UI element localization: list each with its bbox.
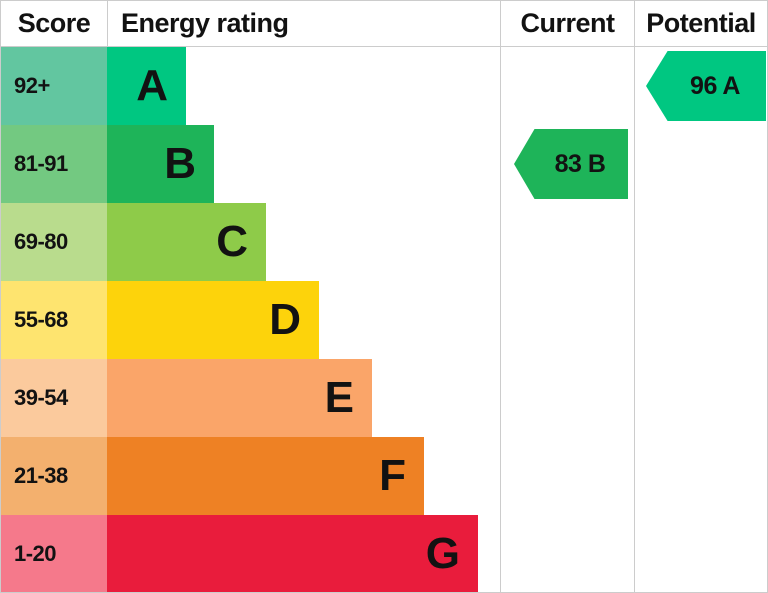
potential-marker-label: 96 A: [690, 71, 740, 100]
score-range-label: 39-54: [14, 385, 68, 410]
current-cell: [500, 203, 634, 281]
rating-bar: B: [107, 125, 214, 203]
rating-bar: D: [107, 281, 319, 359]
rating-letter: E: [324, 373, 354, 422]
band-row: 69-80 C: [1, 203, 767, 281]
score-range-label: 81-91: [14, 151, 68, 176]
header-score: Score: [1, 1, 108, 46]
score-cell: 55-68: [1, 281, 107, 359]
rating-bar: E: [107, 359, 372, 437]
rating-letter: G: [425, 529, 460, 578]
chart-body: 92+ A 96 A 81-91 B 83 B 69-80 C: [1, 47, 767, 592]
energy-rating-area: B: [107, 125, 500, 203]
score-cell: 92+: [1, 47, 107, 125]
score-cell: 81-91: [1, 125, 107, 203]
rating-letter: B: [164, 139, 196, 188]
band-row: 1-20 G: [1, 515, 767, 592]
current-cell: [500, 515, 634, 592]
potential-marker-arrow: 96 A: [646, 51, 766, 121]
rating-bar: G: [107, 515, 478, 592]
band-row: 92+ A 96 A: [1, 47, 767, 125]
energy-rating-area: D: [107, 281, 500, 359]
energy-rating-area: C: [107, 203, 500, 281]
rating-bar: F: [107, 437, 424, 515]
score-cell: 39-54: [1, 359, 107, 437]
potential-cell: 96 A: [634, 47, 767, 125]
current-cell: [500, 47, 634, 125]
potential-cell: [634, 281, 767, 359]
current-cell: [500, 359, 634, 437]
rating-letter: F: [379, 451, 406, 500]
current-marker-label: 83 B: [554, 149, 606, 178]
energy-rating-area: A: [107, 47, 500, 125]
rating-letter: A: [136, 61, 168, 110]
score-cell: 69-80: [1, 203, 107, 281]
chart-header: Score Energy rating Current Potential: [1, 1, 767, 47]
score-range-label: 55-68: [14, 307, 68, 332]
potential-cell: [634, 359, 767, 437]
rating-bar: A: [107, 47, 186, 125]
potential-cell: [634, 515, 767, 592]
potential-cell: [634, 203, 767, 281]
header-current: Current: [500, 1, 634, 46]
score-range-label: 69-80: [14, 229, 68, 254]
band-row: 81-91 B 83 B: [1, 125, 767, 203]
header-energy-rating: Energy rating: [121, 8, 289, 38]
current-cell: [500, 437, 634, 515]
potential-cell: [634, 437, 767, 515]
rating-bar: C: [107, 203, 266, 281]
score-cell: 1-20: [1, 515, 107, 592]
score-range-label: 1-20: [14, 541, 57, 566]
energy-rating-area: G: [107, 515, 500, 592]
energy-rating-area: E: [107, 359, 500, 437]
potential-cell: [634, 125, 767, 203]
score-range-label: 21-38: [14, 463, 68, 488]
band-row: 55-68 D: [1, 281, 767, 359]
rating-letter: C: [216, 217, 248, 266]
band-row: 39-54 E: [1, 359, 767, 437]
energy-rating-area: F: [107, 437, 500, 515]
current-cell: [500, 281, 634, 359]
score-cell: 21-38: [1, 437, 107, 515]
rating-letter: D: [269, 295, 301, 344]
score-range-label: 92+: [14, 73, 50, 98]
band-row: 21-38 F: [1, 437, 767, 515]
current-marker-arrow: 83 B: [514, 129, 628, 199]
current-cell: 83 B: [500, 125, 634, 203]
header-potential: Potential: [634, 1, 767, 46]
